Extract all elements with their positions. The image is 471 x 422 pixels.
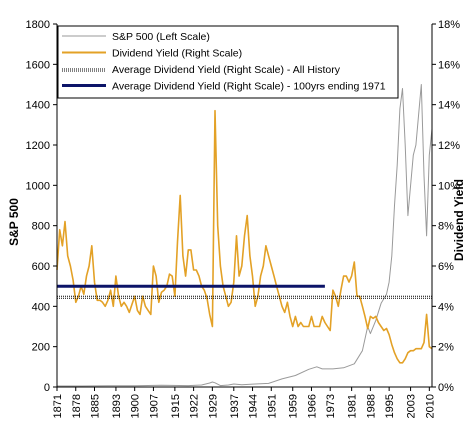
x-tick-label: 1981 xyxy=(347,394,359,418)
y-right-tick-label: 6% xyxy=(438,261,454,273)
series-line-0 xyxy=(57,84,433,387)
x-tick-label: 1922 xyxy=(189,394,201,418)
y-left-tick-label: 1000 xyxy=(26,180,50,192)
legend-label-0: S&P 500 (Left Scale) xyxy=(112,31,210,43)
x-tick-label: 2010 xyxy=(424,394,436,418)
x-tick-label: 1885 xyxy=(90,394,102,418)
x-tick-label: 1915 xyxy=(170,394,182,418)
legend-label-2: Average Dividend Yield (Right Scale) - A… xyxy=(112,64,341,76)
y-right-tick-label: 16% xyxy=(438,59,460,71)
x-tick-label: 1907 xyxy=(148,394,160,418)
x-tick-label: 1995 xyxy=(384,394,396,418)
series-line-1 xyxy=(56,109,433,364)
x-tick-label: 1929 xyxy=(207,394,219,418)
x-tick-label: 1973 xyxy=(325,394,337,418)
x-tick-label: 1944 xyxy=(248,394,260,418)
y-left-tick-label: 1800 xyxy=(26,19,50,31)
y-left-tick-label: 400 xyxy=(32,301,50,313)
y-left-tick-label: 0 xyxy=(44,382,50,394)
y-right-tick-label: 14% xyxy=(438,100,460,112)
legend: S&P 500 (Left Scale) Dividend Yield (Righ… xyxy=(57,25,399,99)
x-tick-label: 1893 xyxy=(111,394,123,418)
x-tick-label: 2003 xyxy=(406,394,418,418)
y-left-tick-label: 800 xyxy=(32,221,50,233)
y-axis-right-title: Dividend Yield xyxy=(452,179,466,261)
y-left-tick-label: 1200 xyxy=(26,140,50,152)
y-right-tick-label: 0% xyxy=(438,382,454,394)
y-left-tick-label: 200 xyxy=(32,342,50,354)
y-right-tick-label: 18% xyxy=(438,19,460,31)
y-right-tick-label: 12% xyxy=(438,140,460,152)
y-left-tick-label: 600 xyxy=(32,261,50,273)
x-tick-label: 1966 xyxy=(307,394,319,418)
x-tick-label: 1871 xyxy=(52,394,64,418)
y-right-tick-label: 4% xyxy=(438,301,454,313)
axes-layer: 0 200 400 600 800 1000 1200 1400 1600 1800 0% 2% 4% 6… xyxy=(26,19,461,418)
legend-label-1: Dividend Yield (Right Scale) xyxy=(112,48,242,60)
legend-label-3: Average Dividend Yield (Right Scale) - 1… xyxy=(112,81,386,93)
y-left-tick-label: 1400 xyxy=(26,100,50,112)
y-right-tick-label: 10% xyxy=(438,180,460,192)
y-axis-left-title: S&P 500 xyxy=(7,198,21,246)
x-tick-label: 1900 xyxy=(130,394,142,418)
x-tick-label: 1937 xyxy=(229,394,241,418)
y-left-tick-label: 1600 xyxy=(26,59,50,71)
legend-box xyxy=(57,25,399,99)
y-right-tick-label: 2% xyxy=(438,342,454,354)
series-layer xyxy=(56,84,433,387)
x-tick-label: 1878 xyxy=(71,394,83,418)
x-tick-label: 1951 xyxy=(266,394,278,418)
x-tick-label: 1988 xyxy=(365,394,377,418)
x-tick-label: 1959 xyxy=(288,394,300,418)
y-right-tick-label: 8% xyxy=(438,221,454,233)
